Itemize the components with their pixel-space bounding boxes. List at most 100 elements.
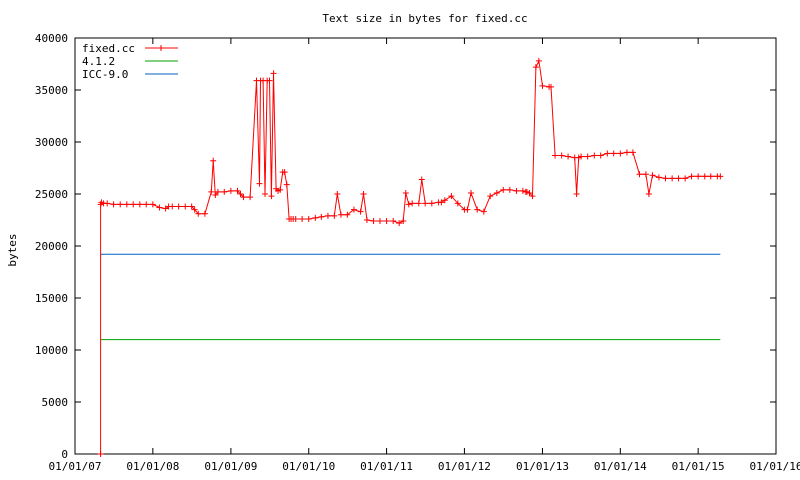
data-point — [415, 200, 422, 207]
data-point — [370, 218, 377, 225]
data-point — [334, 191, 341, 197]
data-point — [136, 201, 143, 208]
data-point — [212, 192, 219, 199]
data-point — [221, 188, 228, 195]
data-point — [649, 172, 656, 179]
data-point — [604, 150, 611, 157]
legend-label: 4.1.2 — [82, 55, 115, 68]
x-tick-label: 01/01/09 — [204, 460, 257, 473]
data-point — [493, 189, 500, 196]
data-point — [655, 174, 662, 181]
y-tick-label: 5000 — [42, 396, 69, 409]
data-point — [363, 217, 370, 223]
data-point — [529, 193, 536, 200]
x-tick-label: 01/01/14 — [594, 460, 647, 473]
y-tick-label: 10000 — [35, 344, 68, 357]
data-point — [441, 197, 448, 204]
data-point — [357, 208, 364, 215]
data-point — [688, 173, 695, 180]
legend-label: ICC-9.0 — [82, 68, 128, 81]
data-point — [487, 193, 494, 200]
data-point — [210, 157, 217, 164]
data-point — [539, 82, 546, 89]
data-point — [123, 201, 130, 208]
data-point — [156, 204, 163, 211]
data-point — [143, 201, 150, 208]
data-point — [464, 206, 471, 213]
data-point — [438, 199, 445, 206]
y-tick-label: 35000 — [35, 84, 68, 97]
data-point — [448, 193, 455, 200]
data-point — [642, 171, 649, 178]
data-point — [117, 201, 124, 208]
data-point — [532, 64, 539, 71]
data-point — [418, 176, 425, 183]
data-point — [701, 173, 708, 180]
data-point — [526, 189, 533, 196]
data-point — [669, 175, 676, 182]
data-point — [390, 218, 397, 225]
data-point — [262, 191, 269, 197]
data-point — [617, 150, 624, 157]
data-point — [629, 149, 636, 156]
x-tick-label: 01/01/16 — [750, 460, 800, 473]
chart-title: Text size in bytes for fixed.cc — [322, 12, 527, 25]
data-point — [237, 191, 244, 197]
data-point — [519, 187, 526, 194]
y-axis: 0 5000 10000 15000 20000 25000 30000 35000 40000 — [35, 32, 776, 461]
data-point — [149, 201, 156, 208]
data-point — [513, 187, 520, 194]
data-point — [281, 169, 288, 176]
y-tick-label: 30000 — [35, 136, 68, 149]
data-point — [454, 200, 461, 207]
data-point — [266, 77, 273, 84]
data-point — [400, 218, 407, 225]
data-point — [305, 215, 312, 222]
x-tick-label: 01/01/13 — [516, 460, 569, 473]
data-point — [675, 175, 682, 182]
data-point — [312, 214, 319, 221]
legend-label: fixed.cc — [82, 42, 135, 55]
data-point — [344, 211, 351, 218]
data-point — [591, 152, 598, 159]
data-point — [337, 211, 344, 218]
data-point — [195, 210, 202, 217]
y-tick-label: 40000 — [35, 32, 68, 45]
data-point — [191, 206, 198, 213]
x-tick-label: 01/01/08 — [126, 460, 179, 473]
data-point — [610, 150, 617, 157]
x-tick-label: 01/01/07 — [49, 460, 102, 473]
data-point — [500, 186, 507, 193]
data-point — [523, 188, 530, 195]
data-point — [558, 152, 565, 159]
x-tick-label: 01/01/11 — [360, 460, 413, 473]
y-tick-label: 15000 — [35, 292, 68, 305]
series-layer — [97, 57, 724, 457]
data-point — [208, 188, 215, 195]
data-point — [182, 203, 189, 210]
data-point — [175, 203, 182, 210]
data-point — [717, 173, 724, 180]
data-point — [256, 180, 263, 187]
y-axis-label: bytes — [6, 233, 19, 266]
data-point — [535, 57, 542, 64]
data-point — [662, 175, 669, 182]
data-point — [480, 208, 487, 215]
data-point — [376, 218, 383, 225]
data-point — [645, 191, 652, 197]
data-point — [360, 191, 367, 197]
data-point — [104, 200, 111, 207]
data-point — [383, 218, 390, 225]
data-point — [227, 187, 234, 194]
data-point — [409, 200, 416, 207]
data-point — [292, 215, 299, 222]
data-point — [214, 188, 221, 195]
data-point — [201, 210, 208, 217]
data-point — [584, 153, 591, 160]
data-point — [682, 175, 689, 182]
data-point — [707, 173, 714, 180]
data-point — [247, 194, 254, 201]
data-point — [623, 149, 630, 156]
